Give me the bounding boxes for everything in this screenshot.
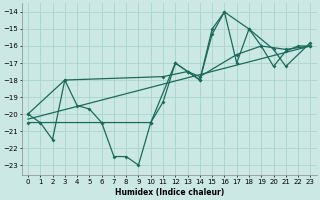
X-axis label: Humidex (Indice chaleur): Humidex (Indice chaleur) [115,188,224,197]
